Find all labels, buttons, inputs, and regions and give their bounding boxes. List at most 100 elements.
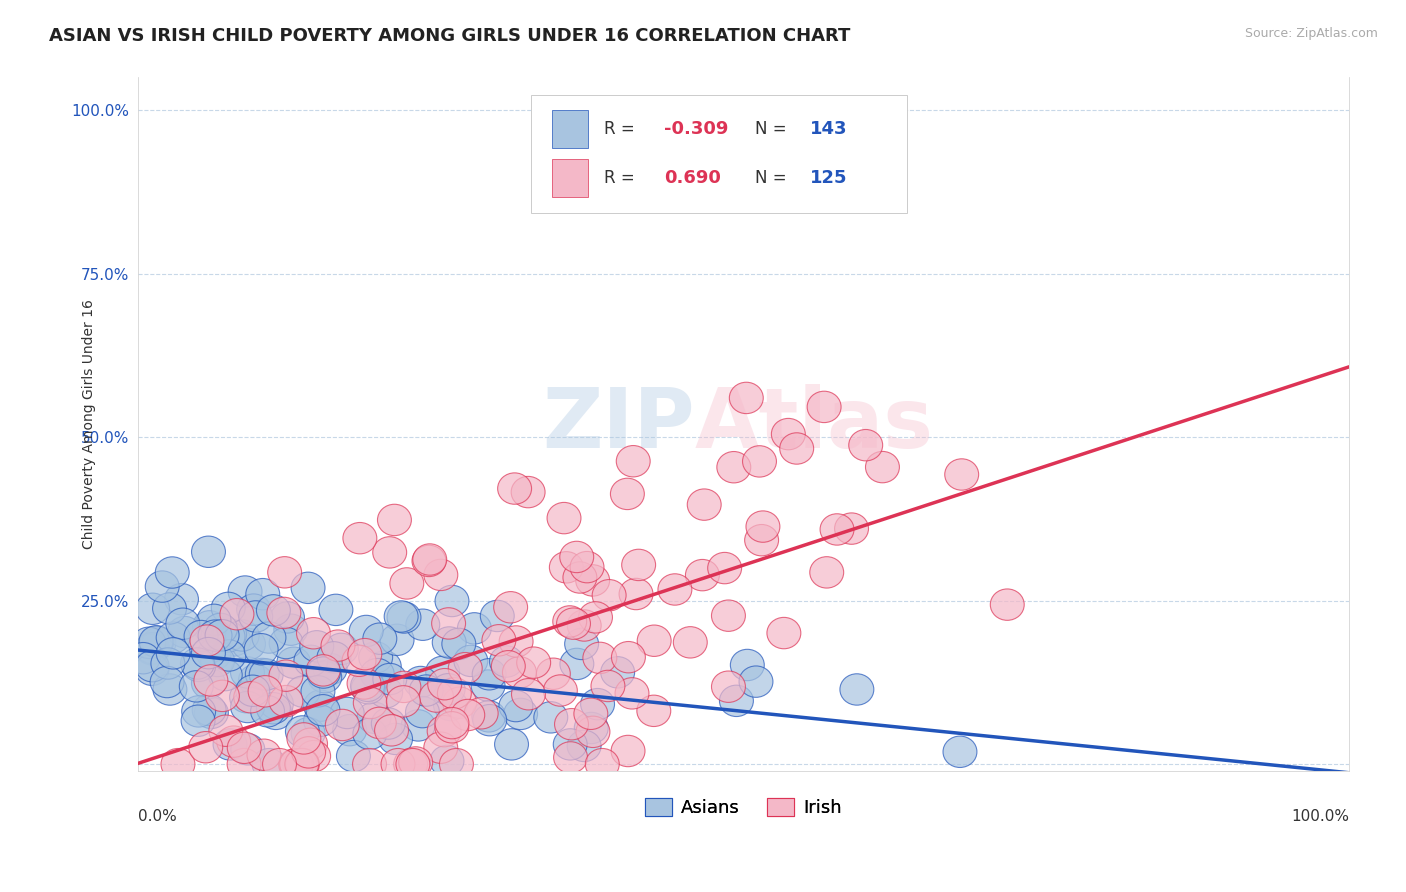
Ellipse shape: [214, 729, 247, 760]
Ellipse shape: [553, 606, 586, 637]
Ellipse shape: [267, 598, 301, 629]
Ellipse shape: [135, 654, 169, 685]
Ellipse shape: [440, 748, 474, 780]
Ellipse shape: [550, 551, 583, 583]
Ellipse shape: [554, 729, 588, 760]
Ellipse shape: [574, 698, 607, 730]
Ellipse shape: [433, 690, 467, 721]
Ellipse shape: [720, 685, 754, 716]
Ellipse shape: [409, 675, 443, 706]
Text: N =: N =: [755, 169, 792, 187]
Ellipse shape: [658, 574, 692, 605]
Ellipse shape: [686, 559, 720, 591]
Ellipse shape: [574, 713, 609, 744]
Ellipse shape: [263, 748, 297, 780]
Ellipse shape: [228, 748, 262, 780]
Ellipse shape: [270, 602, 305, 633]
Ellipse shape: [135, 633, 169, 665]
Ellipse shape: [269, 627, 304, 658]
Ellipse shape: [990, 589, 1024, 620]
Text: ZIP: ZIP: [543, 384, 695, 465]
Ellipse shape: [190, 625, 224, 657]
FancyBboxPatch shape: [531, 95, 907, 212]
Ellipse shape: [387, 671, 420, 703]
Ellipse shape: [209, 715, 243, 747]
Ellipse shape: [591, 670, 624, 702]
Ellipse shape: [246, 658, 280, 690]
Ellipse shape: [565, 628, 599, 659]
Ellipse shape: [139, 626, 173, 657]
Ellipse shape: [204, 613, 238, 645]
Ellipse shape: [231, 733, 264, 765]
Ellipse shape: [498, 473, 531, 504]
Ellipse shape: [277, 647, 311, 679]
Ellipse shape: [291, 572, 325, 604]
Ellipse shape: [427, 668, 461, 700]
Ellipse shape: [430, 746, 464, 777]
Ellipse shape: [481, 600, 515, 632]
Ellipse shape: [260, 688, 294, 719]
Ellipse shape: [849, 429, 883, 461]
Ellipse shape: [135, 593, 170, 624]
Ellipse shape: [352, 673, 385, 704]
Ellipse shape: [132, 627, 166, 658]
Ellipse shape: [373, 664, 406, 695]
Ellipse shape: [357, 702, 391, 733]
Ellipse shape: [319, 594, 353, 625]
Ellipse shape: [197, 639, 231, 670]
Ellipse shape: [772, 418, 806, 450]
Ellipse shape: [285, 676, 321, 707]
Ellipse shape: [512, 476, 546, 508]
Ellipse shape: [342, 645, 375, 676]
Ellipse shape: [353, 718, 387, 749]
Ellipse shape: [283, 748, 316, 780]
Ellipse shape: [285, 748, 319, 780]
Ellipse shape: [153, 593, 187, 624]
Ellipse shape: [256, 595, 290, 626]
Ellipse shape: [249, 659, 283, 690]
Text: 0.690: 0.690: [665, 169, 721, 187]
Ellipse shape: [259, 698, 292, 730]
Text: R =: R =: [605, 169, 640, 187]
Ellipse shape: [197, 604, 231, 635]
Ellipse shape: [711, 600, 745, 632]
Ellipse shape: [413, 544, 447, 575]
Ellipse shape: [557, 608, 591, 640]
Ellipse shape: [194, 665, 228, 696]
Ellipse shape: [373, 537, 406, 568]
Ellipse shape: [316, 641, 352, 673]
Ellipse shape: [153, 673, 187, 706]
Ellipse shape: [567, 610, 602, 641]
Ellipse shape: [145, 571, 179, 602]
Ellipse shape: [612, 735, 645, 767]
Ellipse shape: [250, 696, 284, 727]
Ellipse shape: [246, 579, 280, 610]
Text: Child Poverty Among Girls Under 16: Child Poverty Among Girls Under 16: [82, 299, 96, 549]
FancyBboxPatch shape: [551, 159, 588, 197]
Ellipse shape: [360, 658, 394, 690]
Ellipse shape: [457, 613, 491, 644]
Ellipse shape: [363, 707, 396, 739]
Ellipse shape: [374, 714, 409, 746]
Ellipse shape: [228, 576, 262, 607]
Ellipse shape: [600, 657, 634, 688]
Ellipse shape: [231, 691, 264, 723]
Ellipse shape: [820, 514, 853, 545]
Ellipse shape: [404, 666, 437, 698]
Ellipse shape: [330, 698, 364, 729]
Text: 100.0%: 100.0%: [1291, 809, 1348, 824]
Ellipse shape: [150, 648, 184, 679]
Ellipse shape: [451, 699, 485, 731]
Ellipse shape: [191, 638, 225, 669]
Ellipse shape: [717, 451, 751, 483]
Ellipse shape: [780, 433, 814, 464]
Ellipse shape: [394, 748, 427, 780]
Ellipse shape: [307, 695, 340, 726]
Ellipse shape: [464, 698, 498, 729]
Ellipse shape: [150, 666, 184, 698]
Ellipse shape: [569, 551, 605, 582]
Ellipse shape: [380, 624, 413, 656]
Ellipse shape: [377, 504, 412, 535]
Ellipse shape: [229, 681, 263, 713]
Ellipse shape: [371, 708, 405, 739]
